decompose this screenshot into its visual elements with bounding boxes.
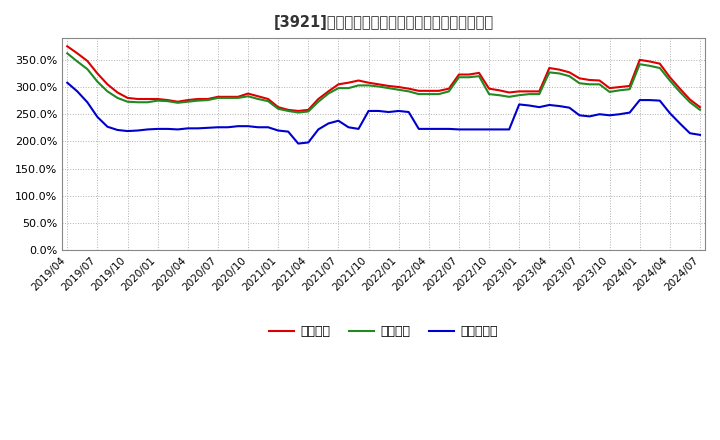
流動比率 — [384, 83, 393, 88]
流動比率 — [474, 70, 483, 76]
Title: [3921]　流動比率、当座比率、現預金比率の推移: [3921] 流動比率、当座比率、現預金比率の推移 — [274, 15, 494, 30]
現預金比率 — [63, 80, 71, 85]
当座比率 — [474, 73, 483, 79]
現預金比率 — [294, 141, 302, 146]
現預金比率 — [384, 110, 393, 115]
Line: 現預金比率: 現預金比率 — [67, 83, 700, 143]
流動比率 — [425, 88, 433, 93]
当座比率 — [143, 99, 152, 105]
流動比率 — [696, 105, 704, 110]
当座比率 — [384, 85, 393, 91]
当座比率 — [696, 107, 704, 113]
現預金比率 — [485, 127, 493, 132]
流動比率 — [294, 108, 302, 114]
Line: 流動比率: 流動比率 — [67, 46, 700, 111]
当座比率 — [63, 51, 71, 56]
流動比率 — [485, 86, 493, 92]
当座比率 — [425, 92, 433, 97]
Legend: 流動比率, 当座比率, 現預金比率: 流動比率, 当座比率, 現預金比率 — [264, 320, 503, 343]
当座比率 — [485, 92, 493, 97]
流動比率 — [143, 96, 152, 102]
流動比率 — [63, 44, 71, 49]
現預金比率 — [474, 127, 483, 132]
現預金比率 — [425, 126, 433, 132]
現預金比率 — [334, 118, 343, 123]
現預金比率 — [696, 132, 704, 138]
現預金比率 — [143, 127, 152, 132]
当座比率 — [334, 85, 343, 91]
Line: 当座比率: 当座比率 — [67, 53, 700, 113]
流動比率 — [334, 82, 343, 87]
当座比率 — [294, 110, 302, 115]
